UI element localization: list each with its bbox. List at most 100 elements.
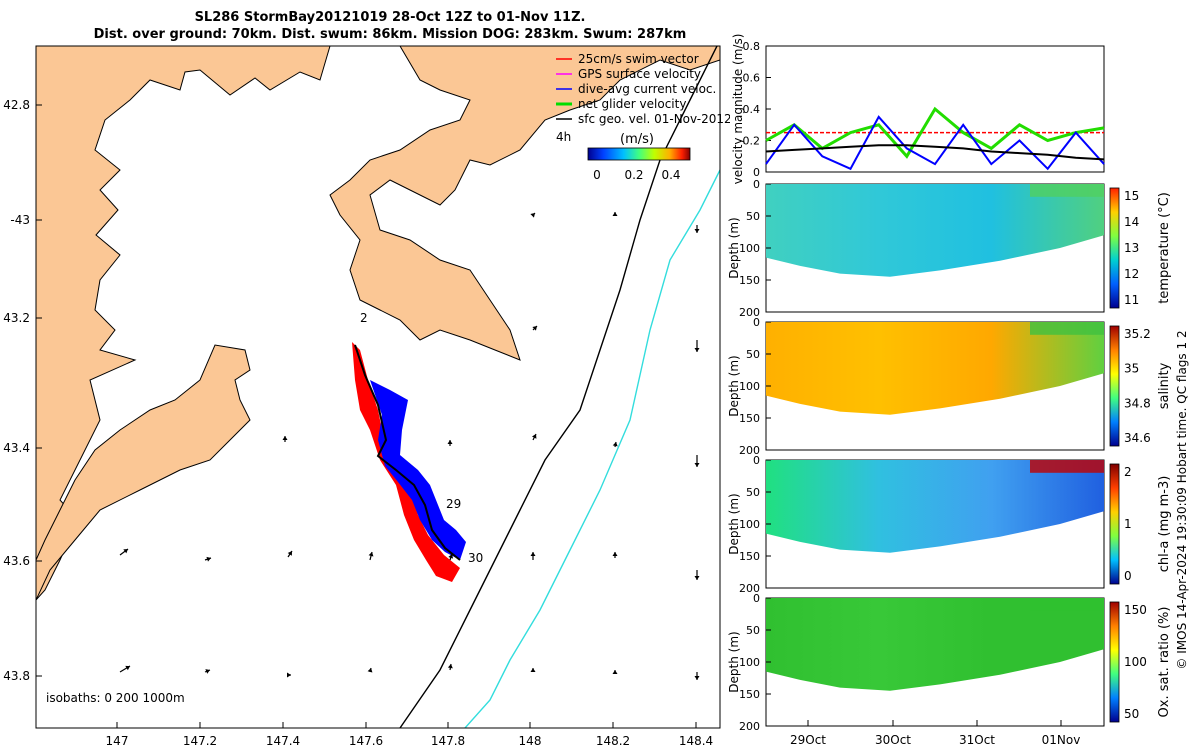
- day-label-2: 2: [360, 311, 368, 325]
- velocity-arrowhead: [205, 669, 210, 674]
- profile-y-tick-label: 50: [746, 486, 760, 499]
- velocity-arrowhead: [612, 670, 618, 674]
- glider-track-blue: [370, 380, 466, 560]
- profile-ylabel: Depth (m): [727, 217, 741, 278]
- legend-label: 25cm/s swim vector: [578, 52, 699, 66]
- velocity-arrowhead: [612, 552, 618, 556]
- velocity-arrowhead: [287, 551, 292, 556]
- map-x-tick-label: 147.6: [349, 734, 383, 748]
- colorbar-tick-label: 15: [1124, 189, 1139, 203]
- map-x-tick-label: 147.2: [183, 734, 217, 748]
- velocity-arrowhead: [530, 552, 536, 556]
- profile-ylabel: Depth (m): [727, 355, 741, 416]
- day-label-29: 29: [446, 497, 461, 511]
- colorbar-tick-label: 35.2: [1124, 327, 1151, 341]
- velocity-arrowhead: [206, 556, 211, 562]
- colorbar-tick-label: 12: [1124, 267, 1139, 281]
- map-x-tick-label: 148.4: [679, 734, 713, 748]
- velocity-arrowhead: [532, 326, 537, 331]
- profile-y-tick-label: 100: [739, 380, 760, 393]
- map-frame: [35, 45, 721, 729]
- profile-y-tick-label: 100: [739, 518, 760, 531]
- profile-heatmap-fill: [766, 460, 1104, 553]
- profile-ylabel: Depth (m): [727, 631, 741, 692]
- velocity-arrowhead: [287, 672, 291, 678]
- colorbar-tick-label: 0: [1124, 569, 1132, 583]
- profile-heatmap-fill: [766, 598, 1104, 691]
- profile-colorbar: [1109, 187, 1120, 309]
- velocity-y-tick-label: 0.6: [743, 72, 761, 85]
- map-x-axis: 147 147.2 147.4 147.6 147.8 148 148.2 148.4: [106, 722, 713, 748]
- profile-y-tick-label: 0: [753, 178, 760, 191]
- profile-colorbar: [1109, 601, 1120, 723]
- speed-colorbar: [587, 147, 691, 161]
- map-x-tick-label: 147.8: [431, 734, 465, 748]
- colorbar-tick-label: 35: [1124, 362, 1139, 376]
- velocity-arrowhead: [367, 668, 373, 673]
- velocity-arrowhead: [530, 213, 535, 218]
- colorbar-tick-label: 1: [1124, 517, 1132, 531]
- map-y-tick-label: 42.8: [3, 98, 30, 112]
- velocity-arrowhead: [447, 440, 453, 444]
- profile-y-tick-label: 0: [753, 316, 760, 329]
- legend-label: net glider velocity: [578, 97, 686, 111]
- profile-y-tick-label: 100: [739, 656, 760, 669]
- colorbar-tick-label: 50: [1124, 707, 1139, 721]
- map-x-tick-label: 147: [106, 734, 129, 748]
- isobath-label: isobaths: 0 200 1000m: [46, 691, 185, 705]
- map-x-tick-label: 148.2: [596, 734, 630, 748]
- colorbar-tick-0: 0: [593, 168, 601, 182]
- glider-track-path: [354, 344, 461, 561]
- profile-y-tick-label: 50: [746, 624, 760, 637]
- surface-band: [1030, 184, 1104, 197]
- colorbar-tick-label: 34.8: [1124, 396, 1151, 410]
- profile-heatmap-fill: [766, 322, 1104, 415]
- velocity-arrowhead: [530, 668, 536, 672]
- map-y-tick-label: 43.6: [3, 554, 30, 568]
- velocity-y-tick-label: 0.4: [743, 103, 761, 116]
- surface-band: [1030, 598, 1104, 611]
- velocity-arrowhead: [531, 434, 537, 439]
- colorbar-tick-label: 34.6: [1124, 431, 1151, 445]
- colorbar-tick-label: 100: [1124, 655, 1147, 669]
- profile-colorbar: [1109, 325, 1120, 447]
- colorbar-tick-label: 2: [1124, 465, 1132, 479]
- isobath-1000m: [464, 169, 720, 728]
- profile-y-tick-label: 0: [753, 454, 760, 467]
- profile-y-tick-label: 200: [739, 306, 760, 319]
- profile-y-tick-label: 50: [746, 348, 760, 361]
- velocity-arrowhead: [612, 212, 618, 216]
- velocity-y-tick-label: 0.8: [743, 40, 761, 53]
- map-x-tick-label: 148: [519, 734, 542, 748]
- colorbar-tick-label: 14: [1124, 215, 1139, 229]
- land-northeast: [329, 46, 720, 361]
- colorbar-tick-label: 11: [1124, 293, 1139, 307]
- velocity-arrowhead: [612, 442, 618, 447]
- map-y-tick-label: 43.8: [3, 669, 30, 683]
- colorbar-title: (m/s): [620, 132, 654, 147]
- velocity-series-line: [765, 144, 1105, 161]
- colorbar-label: Ox. sat. ratio (%): [1157, 607, 1172, 718]
- map-y-tick-label: 43.2: [3, 311, 30, 325]
- profile-colorbar: [1109, 463, 1120, 585]
- surface-band: [1030, 460, 1104, 473]
- land-southwest: [36, 344, 251, 601]
- colorbar-label: salinity: [1157, 362, 1172, 409]
- profile-ylabel: Depth (m): [727, 493, 741, 554]
- date-tick-label: 01Nov: [1042, 733, 1081, 747]
- velocity-arrowhead: [368, 552, 374, 557]
- velocity-ylabel: velocity magnitude (m/s): [731, 34, 745, 185]
- map-panel: 147 147.2 147.4 147.6 147.8 148 148.2 148.4 42.…: [3, 45, 730, 748]
- map-y-tick-label: 43.4: [3, 441, 30, 455]
- day-label-30: 30: [468, 551, 483, 565]
- colorbar-tick-0.4: 0.4: [661, 168, 680, 182]
- velocity-arrowhead: [694, 229, 700, 233]
- profile-y-tick-label: 150: [739, 688, 760, 701]
- velocity-arrows: [119, 212, 700, 680]
- velocity-y-tick-label: 0.2: [743, 135, 761, 148]
- profile-y-tick-label: 150: [739, 550, 760, 563]
- legend-label: sfc geo. vel. 01-Nov-2012: [578, 112, 730, 126]
- map-y-tick-label: -43: [10, 213, 30, 227]
